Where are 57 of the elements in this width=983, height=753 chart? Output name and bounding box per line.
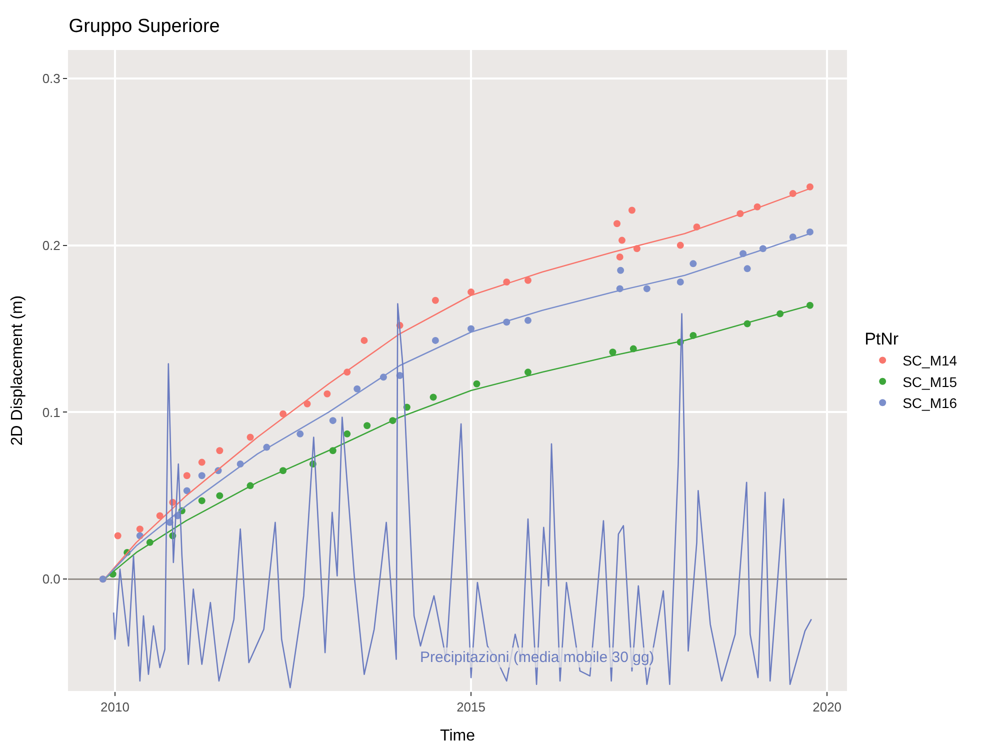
point bbox=[280, 410, 287, 418]
point bbox=[806, 228, 814, 236]
point bbox=[676, 278, 684, 286]
point bbox=[198, 472, 206, 480]
legend-label: SC_M15 bbox=[902, 374, 958, 390]
point bbox=[114, 532, 122, 540]
point bbox=[609, 348, 616, 356]
point bbox=[344, 430, 351, 438]
point bbox=[618, 236, 626, 244]
point bbox=[524, 368, 532, 376]
point bbox=[643, 285, 650, 292]
point bbox=[198, 458, 206, 466]
annotation: Precipitazioni (media mobile 30 gg) bbox=[420, 649, 654, 666]
legend-label: SC_M14 bbox=[902, 352, 958, 369]
point bbox=[329, 417, 336, 424]
point bbox=[183, 472, 190, 480]
point bbox=[744, 265, 751, 272]
point bbox=[614, 220, 620, 228]
point bbox=[296, 430, 304, 438]
line-series bbox=[112, 303, 812, 688]
point bbox=[216, 447, 224, 454]
x-tick-label: 2015 bbox=[456, 700, 486, 715]
point bbox=[360, 336, 368, 344]
point bbox=[246, 434, 254, 441]
legend-title: PtNr bbox=[864, 330, 899, 349]
point bbox=[468, 325, 475, 332]
point bbox=[216, 492, 224, 500]
point bbox=[628, 206, 636, 214]
chart-title: Gruppo Superiore bbox=[68, 16, 220, 38]
y-axis-title: 2D Displacement (m) bbox=[9, 295, 26, 446]
point bbox=[354, 385, 361, 392]
x-axis-title: Time bbox=[440, 727, 476, 744]
point bbox=[198, 497, 206, 504]
point bbox=[136, 526, 144, 533]
point bbox=[524, 276, 532, 284]
point bbox=[616, 253, 624, 260]
point bbox=[432, 296, 439, 304]
point bbox=[676, 242, 684, 249]
point bbox=[324, 390, 331, 398]
point bbox=[156, 512, 164, 520]
point bbox=[473, 380, 480, 388]
y-tick-label: 0.3 bbox=[42, 70, 60, 86]
legend-label: SC_M16 bbox=[902, 395, 958, 412]
point bbox=[468, 288, 475, 296]
point bbox=[524, 316, 532, 324]
point bbox=[432, 336, 439, 344]
point bbox=[617, 266, 624, 274]
point bbox=[806, 183, 814, 190]
x-tick-label: 2010 bbox=[100, 700, 130, 715]
point bbox=[183, 487, 190, 494]
point bbox=[690, 260, 697, 268]
y-tick-label: 0.2 bbox=[42, 238, 60, 253]
point bbox=[430, 394, 437, 401]
y-tick-label: 0.0 bbox=[42, 572, 60, 587]
x-tick-label: 2020 bbox=[812, 700, 842, 715]
y-tick-label: 0.1 bbox=[42, 404, 60, 420]
point bbox=[364, 422, 371, 430]
